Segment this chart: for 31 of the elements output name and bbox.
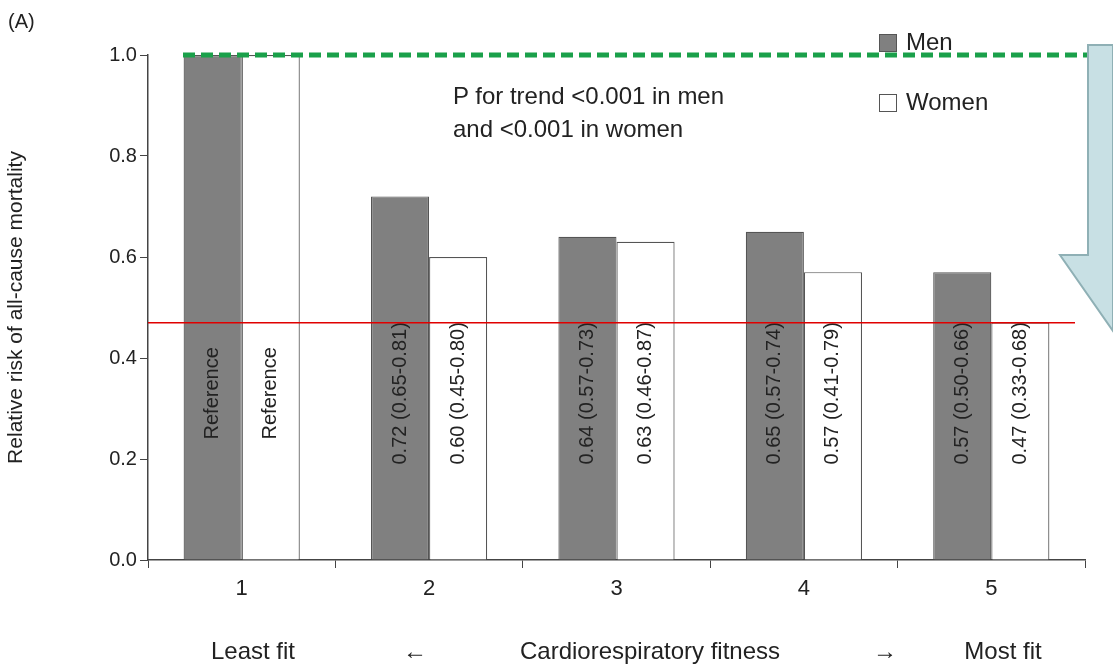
data-label: 0.57 (0.41-0.79) (820, 322, 843, 465)
data-label: 0.47 (0.33-0.68) (1007, 322, 1030, 465)
x-tick-label: 1 (235, 575, 248, 601)
data-label: Reference (200, 347, 223, 440)
x-tick-label: 2 (422, 575, 436, 601)
text: → (873, 636, 897, 664)
text: Most fit (964, 636, 1042, 664)
x-tick-label: 4 (797, 575, 811, 601)
text: Least fit (210, 636, 296, 664)
data-label: 0.57 (0.50-0.66) (949, 322, 972, 465)
y-tick-label: 0.6 (109, 244, 137, 267)
data-label: Reference (258, 347, 281, 440)
y-tick-label: 0.2 (109, 446, 137, 469)
data-label: 0.60 (0.45-0.80) (445, 322, 468, 465)
legend-label: Women (906, 87, 989, 115)
y-tick-label: 0.4 (109, 345, 137, 368)
text: ← (403, 636, 427, 664)
x-axis-title: Cardiorespiratory fitness (519, 636, 781, 664)
x-tick-label: 3 (610, 575, 623, 601)
y-tick-label: 0.0 (109, 547, 137, 570)
text: (A) (8, 9, 35, 32)
y-axis-title: Relative risk of all-cause mortality (3, 150, 27, 464)
data-label: 0.72 (0.65-0.81) (387, 322, 410, 465)
annotation: P for trend <0.001 in men and <0.001 in women (453, 81, 725, 142)
x-tick-label: 5 (985, 575, 998, 601)
legend-label: Men (906, 27, 953, 55)
data-label: 0.65 (0.57-0.74) (762, 322, 785, 465)
y-tick-label: 0.8 (109, 143, 137, 166)
data-label: 0.63 (0.46-0.87) (633, 322, 656, 465)
data-label: 0.64 (0.57-0.73) (574, 322, 597, 465)
y-tick-label: 1.0 (109, 42, 137, 65)
